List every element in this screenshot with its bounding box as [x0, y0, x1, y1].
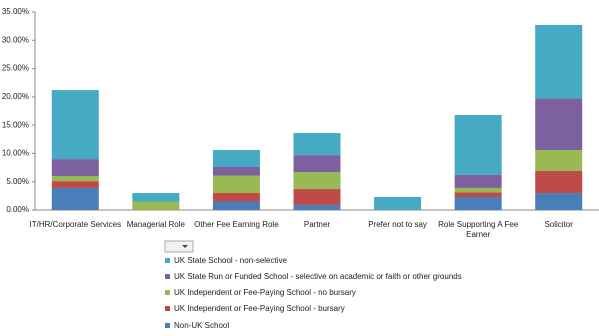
y-tick-label: 5.00%	[6, 177, 29, 186]
x-tick-label: Managerial Role	[126, 220, 185, 229]
bar-segment	[51, 159, 99, 177]
bar-segment	[51, 181, 99, 188]
y-tick-label: 25.00%	[2, 64, 29, 73]
bar-segment	[535, 98, 583, 151]
bar-segment	[454, 187, 502, 193]
bar-segment	[454, 174, 502, 188]
legend-entry: UK State Run or Funded School - selectiv…	[165, 272, 462, 281]
x-tick-label: IT/HR/Corporate Services	[29, 220, 122, 229]
legend-label: UK State Run or Funded School - selectiv…	[174, 272, 462, 281]
y-tick-label: 35.00%	[2, 7, 29, 16]
x-tick-label: Prefer not to say	[368, 220, 427, 229]
filter-icon	[182, 245, 188, 248]
filter-button[interactable]	[164, 240, 194, 253]
bar-segment	[132, 193, 180, 202]
bar-segment	[212, 201, 260, 210]
bar-segment	[535, 193, 583, 210]
bar-segment	[454, 196, 502, 210]
legend-label: UK Independent or Fee-Paying School - no…	[174, 288, 356, 297]
bar-segment	[212, 167, 260, 176]
bar-segment	[293, 204, 341, 210]
x-tick-label: Partner	[303, 220, 331, 229]
bar-segment	[535, 150, 583, 171]
bar-segment	[374, 196, 422, 210]
bar-segment	[212, 150, 260, 168]
bar-segment	[132, 201, 180, 210]
legend-entry: UK Independent or Fee-Paying School - no…	[165, 288, 356, 297]
bar-segment	[51, 187, 99, 210]
legend-entry: Non-UK School	[165, 321, 229, 330]
y-tick-label: 30.00%	[2, 35, 29, 44]
bar-segment	[454, 114, 502, 175]
legend-swatch	[165, 258, 170, 264]
x-tick-label: Other Fee Earning Role	[194, 220, 279, 229]
bar-segment	[293, 172, 341, 190]
bar-segment	[51, 176, 99, 182]
legend-entry: UK Independent or Fee-Paying School - bu…	[165, 304, 345, 313]
x-tick-label: Role Supporting A Fee Earner	[438, 220, 519, 239]
bar-segment	[293, 189, 341, 205]
legend-swatch	[165, 323, 170, 329]
legend-label: UK Independent or Fee-Paying School - bu…	[174, 304, 345, 313]
legend-swatch	[165, 290, 170, 296]
legend-label: Non-UK School	[174, 321, 230, 330]
x-tick-label: Solicitor	[544, 220, 573, 229]
bar-segment	[293, 155, 341, 173]
bar-segment	[293, 133, 341, 156]
y-tick-label: 20.00%	[2, 92, 29, 101]
bar-segment	[212, 175, 260, 194]
y-tick-label: 10.00%	[2, 149, 29, 158]
bar-segment	[212, 193, 260, 202]
bar-segment	[535, 170, 583, 194]
legend-entry: UK State School - non-selective	[165, 256, 287, 265]
bar-segment	[454, 192, 502, 197]
legend-label: UK State School - non-selective	[174, 256, 287, 265]
y-tick-label: 0.00%	[6, 205, 29, 214]
y-tick-label: 15.00%	[2, 120, 29, 129]
bar-segment	[535, 25, 583, 99]
bar-segment	[51, 90, 99, 160]
legend-swatch	[165, 274, 170, 280]
legend-swatch	[165, 306, 170, 312]
